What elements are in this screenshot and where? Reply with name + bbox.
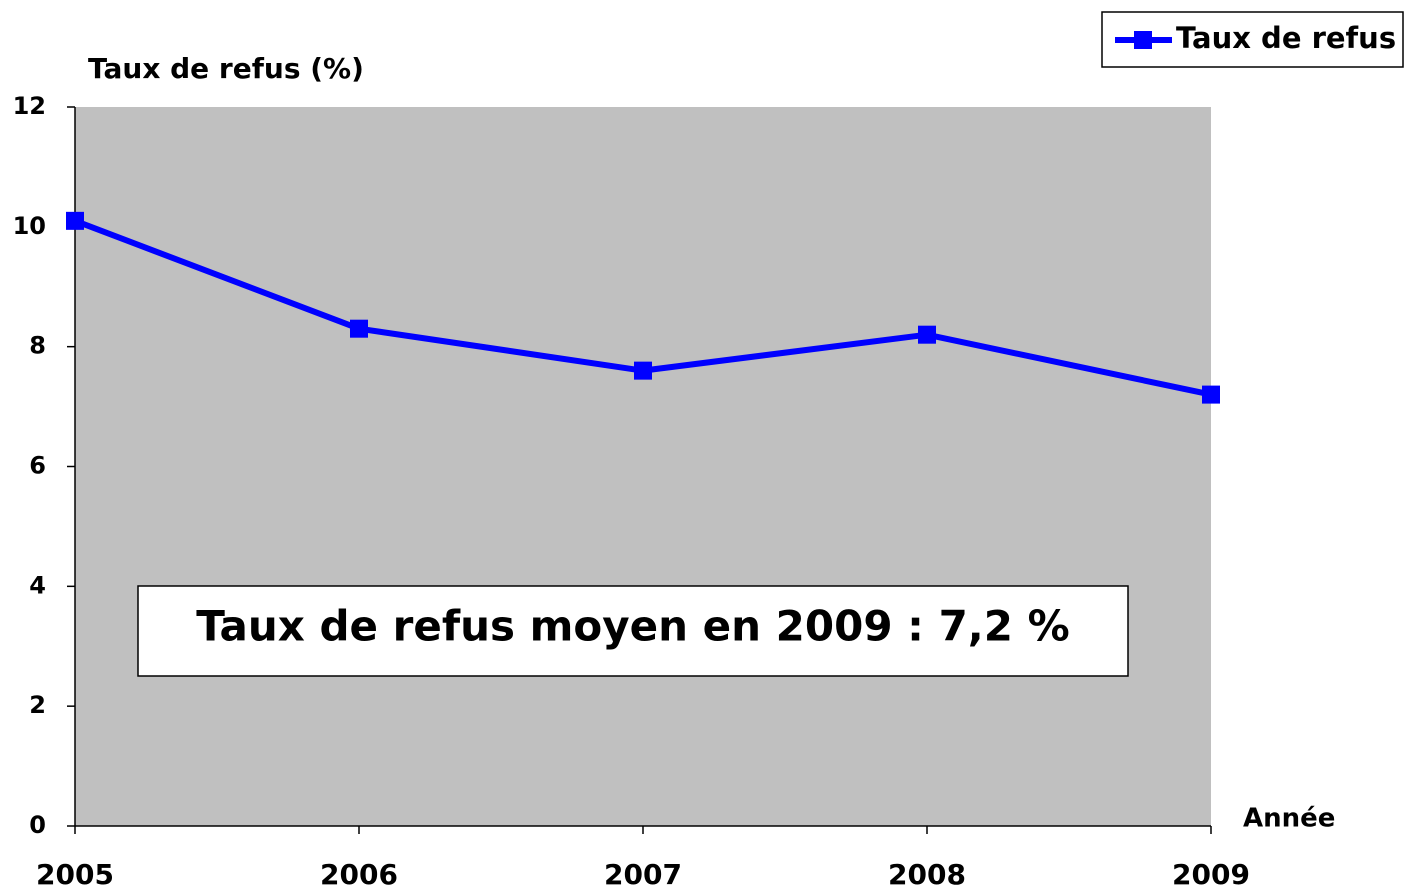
x-axis-label: Année (1243, 804, 1335, 834)
y-tick-label: 6 (29, 452, 46, 480)
legend-label: Taux de refus (1176, 21, 1396, 55)
data-point (350, 319, 368, 338)
x-tick-label: 2006 (320, 858, 398, 891)
y-tick-label: 0 (29, 811, 46, 839)
y-tick-label: 4 (29, 571, 46, 599)
x-tick-label: 2008 (888, 858, 966, 891)
x-tick-label: 2009 (1172, 858, 1250, 891)
x-tick-label: 2005 (36, 858, 114, 891)
y-axis-label: Taux de refus (%) (88, 52, 364, 85)
data-point (918, 325, 936, 344)
y-tick-label: 8 (29, 332, 46, 360)
y-tick-label: 2 (29, 691, 46, 719)
x-tick-label: 2007 (604, 858, 682, 891)
y-tick-label: 10 (13, 212, 46, 240)
data-point (634, 361, 652, 380)
data-point (66, 211, 84, 230)
plot-area (75, 107, 1211, 826)
y-tick-label: 12 (13, 92, 46, 120)
annotation-box (137, 585, 1129, 677)
data-point (1202, 385, 1220, 404)
annotation: Taux de refus moyen en 2009 : 7,2 % (196, 602, 1069, 651)
legend-marker (1134, 31, 1152, 49)
